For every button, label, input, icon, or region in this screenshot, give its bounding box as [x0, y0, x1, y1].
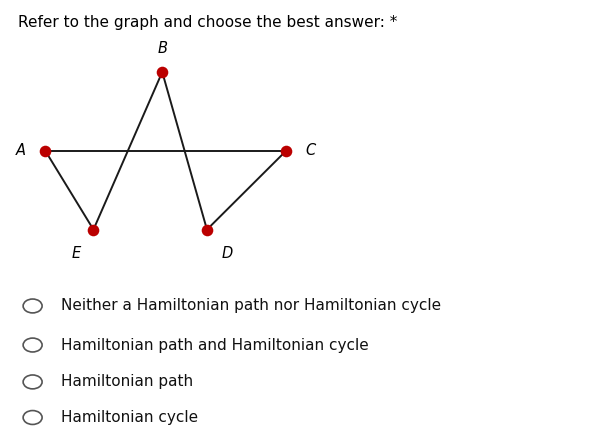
Text: D: D	[222, 246, 233, 261]
Text: E: E	[72, 246, 81, 261]
Point	[202, 226, 212, 233]
Text: B: B	[157, 41, 167, 56]
Text: Hamiltonian cycle: Hamiltonian cycle	[61, 410, 198, 425]
Text: Refer to the graph and choose the best answer: *: Refer to the graph and choose the best a…	[18, 15, 397, 30]
Text: Hamiltonian path and Hamiltonian cycle: Hamiltonian path and Hamiltonian cycle	[61, 338, 369, 352]
Text: Neither a Hamiltonian path nor Hamiltonian cycle: Neither a Hamiltonian path nor Hamiltoni…	[61, 299, 441, 313]
Point	[40, 148, 50, 155]
Point	[281, 148, 291, 155]
Text: A: A	[16, 143, 26, 158]
Text: C: C	[305, 143, 315, 158]
Point	[89, 226, 98, 233]
Point	[158, 69, 167, 76]
Text: Hamiltonian path: Hamiltonian path	[61, 375, 193, 389]
